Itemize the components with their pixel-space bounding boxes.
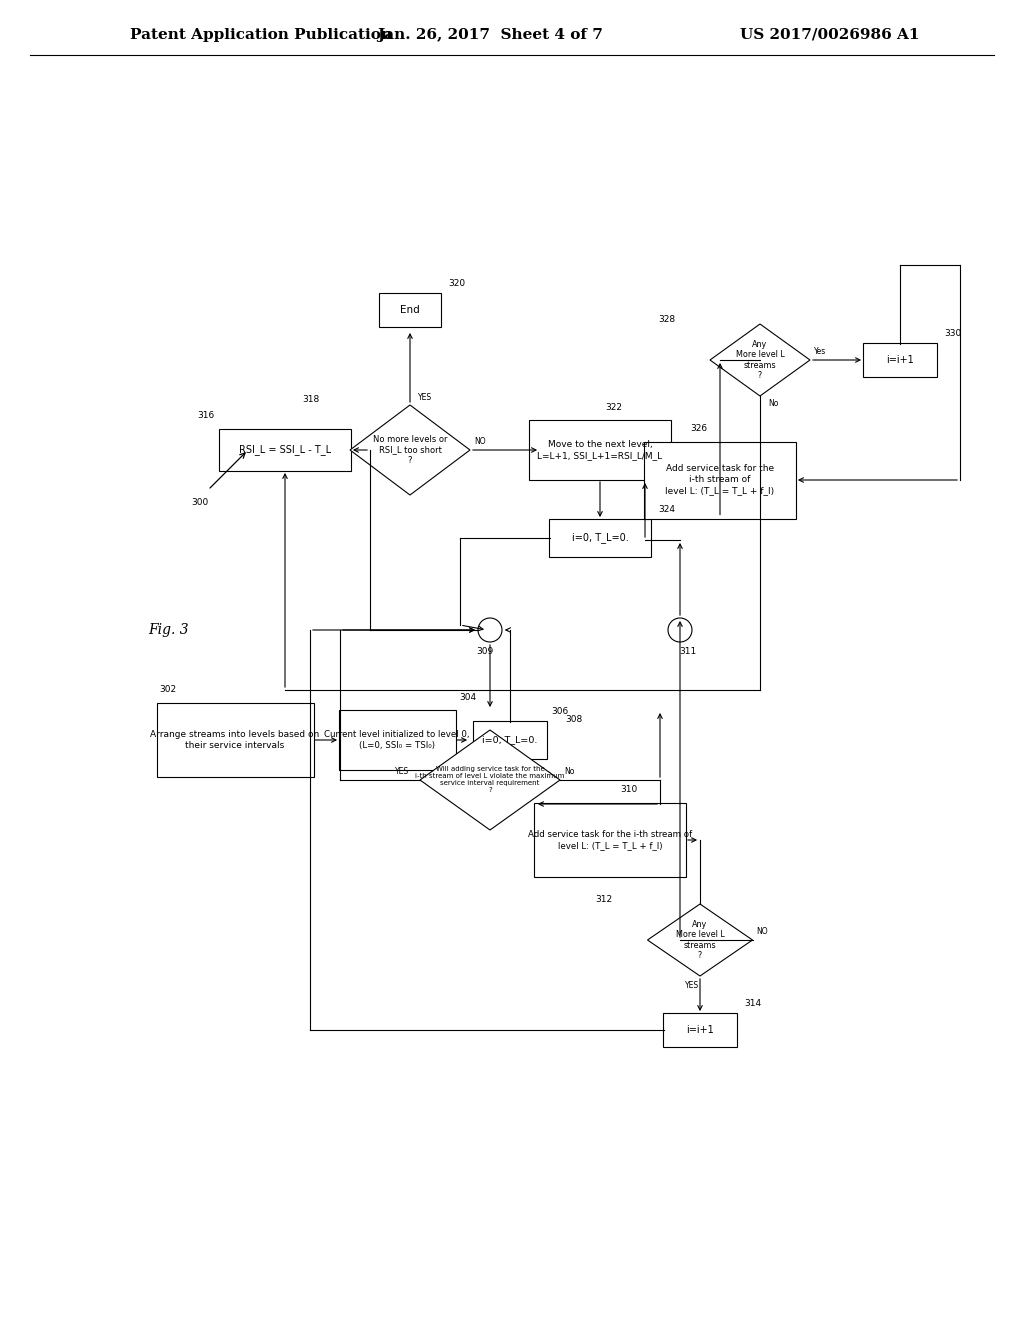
FancyBboxPatch shape	[863, 343, 937, 378]
Text: NO: NO	[757, 928, 768, 936]
Polygon shape	[420, 730, 560, 830]
FancyBboxPatch shape	[157, 704, 313, 777]
Text: Jan. 26, 2017  Sheet 4 of 7: Jan. 26, 2017 Sheet 4 of 7	[377, 28, 603, 42]
Polygon shape	[647, 904, 753, 975]
Text: 312: 312	[595, 895, 612, 903]
Text: 316: 316	[198, 412, 215, 421]
Text: 314: 314	[744, 999, 761, 1008]
FancyBboxPatch shape	[529, 420, 671, 480]
Text: 330: 330	[944, 330, 962, 338]
Text: NO: NO	[474, 437, 485, 446]
Text: No: No	[768, 400, 778, 408]
Text: No: No	[564, 767, 574, 776]
Text: i=i+1: i=i+1	[886, 355, 913, 366]
Text: Add service task for the i-th stream of
level L: (T_L = T_L + f_l): Add service task for the i-th stream of …	[528, 830, 692, 850]
Polygon shape	[350, 405, 470, 495]
Text: Arrange streams into levels based on
their service intervals: Arrange streams into levels based on the…	[151, 730, 319, 750]
Text: i=0, T_L=0.: i=0, T_L=0.	[482, 735, 538, 744]
Text: 306: 306	[551, 708, 568, 717]
FancyBboxPatch shape	[379, 293, 441, 327]
Text: Patent Application Publication: Patent Application Publication	[130, 28, 392, 42]
FancyBboxPatch shape	[534, 803, 686, 876]
Text: 318: 318	[303, 396, 319, 404]
FancyBboxPatch shape	[473, 721, 547, 759]
Text: RSI_L = SSI_L - T_L: RSI_L = SSI_L - T_L	[239, 445, 331, 455]
Text: i=i+1: i=i+1	[686, 1026, 714, 1035]
FancyBboxPatch shape	[644, 441, 796, 519]
Text: i=0, T_L=0.: i=0, T_L=0.	[571, 532, 629, 544]
Text: 324: 324	[658, 506, 675, 515]
Text: 308: 308	[565, 715, 583, 725]
Text: 304: 304	[460, 693, 476, 701]
Text: No more levels or
RSI_L too short
?: No more levels or RSI_L too short ?	[373, 436, 447, 465]
FancyBboxPatch shape	[339, 710, 456, 770]
FancyBboxPatch shape	[549, 519, 651, 557]
Text: 320: 320	[449, 280, 465, 289]
FancyBboxPatch shape	[219, 429, 351, 471]
Text: Move to the next level,
L=L+1, SSI_L+1=RSI_L/M_L: Move to the next level, L=L+1, SSI_L+1=R…	[538, 440, 663, 461]
Text: YES: YES	[395, 767, 410, 776]
Text: 309: 309	[476, 648, 494, 656]
Text: 311: 311	[679, 648, 696, 656]
Text: Add service task for the
i-th stream of
level L: (T_L = T_L + f_l): Add service task for the i-th stream of …	[666, 465, 774, 495]
Text: YES: YES	[685, 982, 699, 990]
Text: Any
More level L
streams
?: Any More level L streams ?	[735, 339, 784, 380]
Text: Any
More level L
streams
?: Any More level L streams ?	[676, 920, 724, 960]
Polygon shape	[710, 323, 810, 396]
Text: 302: 302	[160, 685, 176, 694]
Text: US 2017/0026986 A1: US 2017/0026986 A1	[740, 28, 920, 42]
Text: Will adding service task for the
i-th stream of level L violate the maximum
serv: Will adding service task for the i-th st…	[416, 767, 564, 793]
Text: Yes: Yes	[814, 347, 826, 356]
Text: 328: 328	[657, 314, 675, 323]
Text: Fig. 3: Fig. 3	[148, 623, 188, 638]
Text: YES: YES	[418, 392, 432, 401]
Text: 310: 310	[620, 785, 637, 795]
Text: 300: 300	[191, 498, 209, 507]
Text: 326: 326	[690, 424, 708, 433]
Text: 322: 322	[605, 403, 622, 412]
FancyBboxPatch shape	[663, 1012, 737, 1047]
Text: Current level initialized to level 0,
(L=0, SSI₀ = TSI₀): Current level initialized to level 0, (L…	[325, 730, 470, 750]
Text: End: End	[400, 305, 420, 315]
